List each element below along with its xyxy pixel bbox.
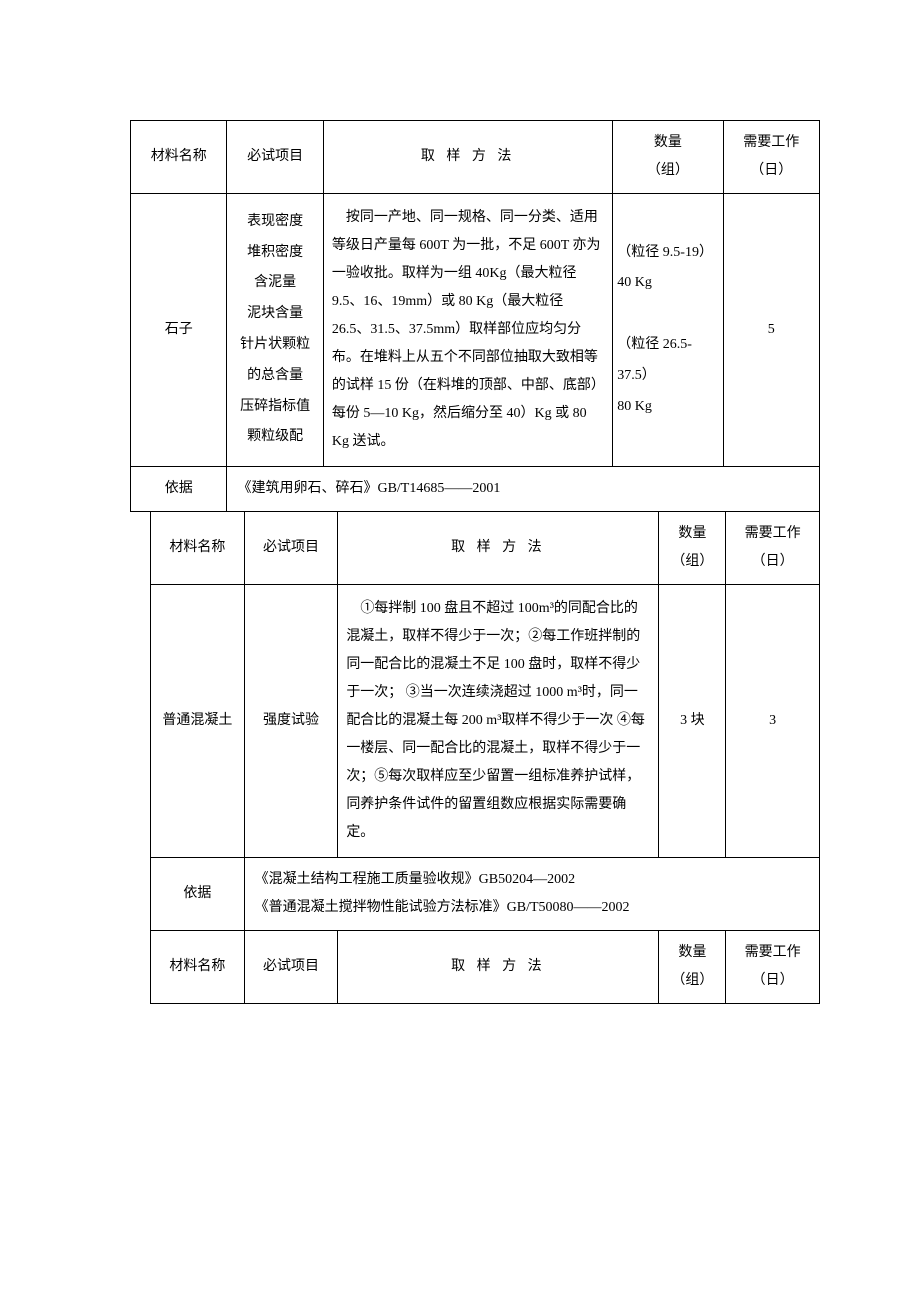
material-name: 石子 [131, 194, 227, 467]
table-row: 材料名称 必试项目 取 样 方 法 数量 （组） 需要工作 （日） [151, 512, 820, 585]
header-item: 必试项目 [244, 512, 338, 585]
header-days: 需要工作 （日） [726, 512, 820, 585]
material-name: 普通混凝土 [151, 585, 245, 858]
sampling-method: 按同一产地、同一规格、同一分类、适用等级日产量每 600T 为一批，不足 600… [323, 194, 612, 467]
header-name: 材料名称 [151, 512, 245, 585]
header-quantity: 数量 （组） [659, 931, 726, 1004]
table-1: 材料名称 必试项目 取 样 方 法 数量 （组） 需要工作 （日） 石子 表现密… [130, 120, 820, 512]
header-quantity: 数量 （组） [659, 512, 726, 585]
header-method: 取 样 方 法 [323, 121, 612, 194]
test-items: 强度试验 [244, 585, 338, 858]
table-row: 材料名称 必试项目 取 样 方 法 数量 （组） 需要工作 （日） [151, 931, 820, 1004]
basis-label: 依据 [131, 467, 227, 512]
header-name: 材料名称 [151, 931, 245, 1004]
header-item: 必试项目 [227, 121, 323, 194]
table-row: 普通混凝土 强度试验 ①每拌制 100 盘且不超过 100m³的同配合比的混凝土… [151, 585, 820, 858]
table-row: 材料名称 必试项目 取 样 方 法 数量 （组） 需要工作 （日） [131, 121, 820, 194]
table-row: 依据 《混凝土结构工程施工质量验收规》GB50204—2002 《普通混凝土搅拌… [151, 858, 820, 931]
work-days: 3 [726, 585, 820, 858]
table-row: 石子 表现密度 堆积密度 含泥量 泥块含量 针片状颗粒的总含量 压碎指标值 颗粒… [131, 194, 820, 467]
header-days: 需要工作 （日） [726, 931, 820, 1004]
sampling-method: ①每拌制 100 盘且不超过 100m³的同配合比的混凝土，取样不得少于一次；②… [338, 585, 659, 858]
header-name: 材料名称 [131, 121, 227, 194]
basis-label: 依据 [151, 858, 245, 931]
header-quantity: 数量 （组） [613, 121, 723, 194]
header-item: 必试项目 [244, 931, 338, 1004]
table-row: 依据 《建筑用卵石、碎石》GB/T14685——2001 [131, 467, 820, 512]
header-method: 取 样 方 法 [338, 512, 659, 585]
quantity: 3 块 [659, 585, 726, 858]
basis-text: 《建筑用卵石、碎石》GB/T14685——2001 [227, 467, 820, 512]
header-days: 需要工作 （日） [723, 121, 819, 194]
table-2: 材料名称 必试项目 取 样 方 法 数量 （组） 需要工作 （日） 普通混凝土 … [150, 512, 820, 1004]
work-days: 5 [723, 194, 819, 467]
quantity: （粒径 9.5-19） 40 Kg （粒径 26.5-37.5） 80 Kg [613, 194, 723, 467]
test-items: 表现密度 堆积密度 含泥量 泥块含量 针片状颗粒的总含量 压碎指标值 颗粒级配 [227, 194, 323, 467]
basis-text: 《混凝土结构工程施工质量验收规》GB50204—2002 《普通混凝土搅拌物性能… [244, 858, 819, 931]
header-method: 取 样 方 法 [338, 931, 659, 1004]
